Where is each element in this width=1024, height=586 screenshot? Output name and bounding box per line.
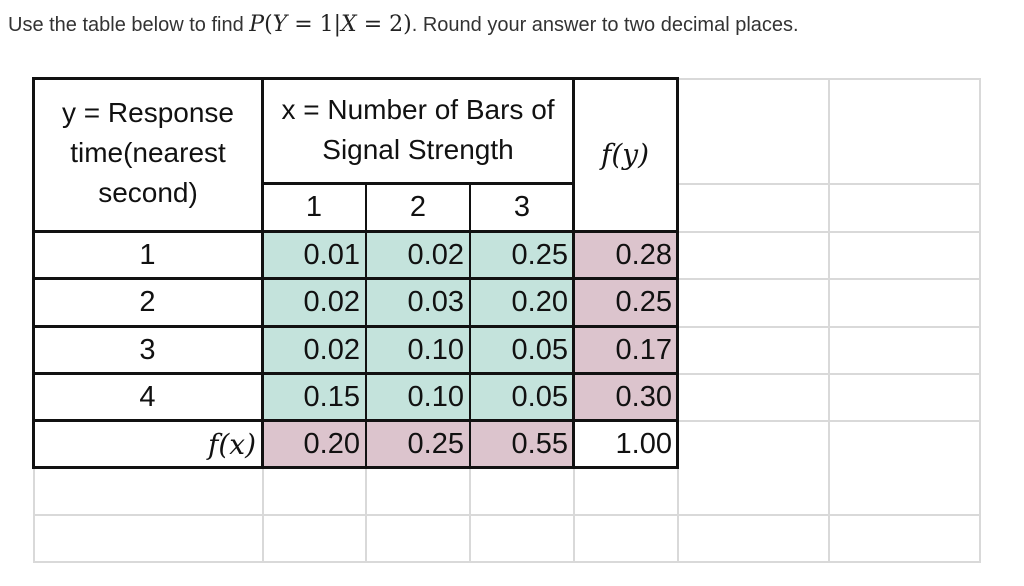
table-border xyxy=(32,230,678,233)
table-border xyxy=(572,77,575,469)
table-border xyxy=(32,77,35,469)
fx-marginal-cell: 0.25 xyxy=(407,428,464,460)
x-value-2: 2 xyxy=(409,191,427,223)
fx-row-label: f(x) xyxy=(207,428,256,461)
fy-marginal-cell: 0.17 xyxy=(615,334,672,366)
table-border xyxy=(32,77,678,80)
x-signal-bars-header: x = Number of Bars of Signal Strength xyxy=(281,94,555,165)
x-value-3: 3 xyxy=(513,191,531,223)
question-text: Use the table below to find P(Y = 1|X = … xyxy=(8,12,799,37)
table-row-y-label: 1 xyxy=(139,239,156,271)
table-border xyxy=(32,372,678,375)
total-cell: 1.00 xyxy=(615,428,672,460)
table-row-y-label: 4 xyxy=(139,381,156,413)
probability-expression: P(Y = 1|X = 2) xyxy=(249,12,412,37)
joint-prob-cell: 0.02 xyxy=(303,286,360,318)
joint-prob-cell: 0.01 xyxy=(303,239,360,271)
joint-prob-cell: 0.02 xyxy=(303,334,360,366)
table-border xyxy=(676,77,679,469)
table-border xyxy=(262,182,574,185)
joint-prob-cell: 0.05 xyxy=(511,381,568,413)
joint-prob-cell: 0.10 xyxy=(407,381,464,413)
fx-marginal-cell: 0.20 xyxy=(303,428,360,460)
joint-prob-cell: 0.15 xyxy=(303,381,360,413)
question-suffix: . Round your answer to two decimal place… xyxy=(411,14,799,36)
fy-marginal-cell: 0.30 xyxy=(615,381,672,413)
joint-prob-cell: 0.05 xyxy=(511,334,568,366)
question-prefix: Use the table below to find xyxy=(8,14,244,36)
table-border xyxy=(469,182,471,469)
joint-prob-cell: 0.10 xyxy=(407,334,464,366)
joint-prob-cell: 0.20 xyxy=(511,286,568,318)
joint-prob-cell: 0.25 xyxy=(511,239,568,271)
table-border xyxy=(32,325,678,328)
joint-prob-cell: 0.02 xyxy=(407,239,464,271)
x-value-1: 1 xyxy=(305,191,323,223)
table-border xyxy=(261,77,264,469)
table-row-y-label: 2 xyxy=(139,286,156,318)
table-row-y-label: 3 xyxy=(139,334,156,366)
table-border xyxy=(365,182,367,469)
table-border xyxy=(32,466,678,469)
table-border xyxy=(32,277,678,280)
fy-marginal-cell: 0.28 xyxy=(615,239,672,271)
fx-marginal-cell: 0.55 xyxy=(511,428,568,460)
y-response-time-header: y = Response time(nearest second) xyxy=(62,97,234,208)
table-border xyxy=(32,419,678,422)
fy-marginal-cell: 0.25 xyxy=(615,286,672,318)
joint-prob-cell: 0.03 xyxy=(407,286,464,318)
fy-header: f(y) xyxy=(600,138,650,171)
